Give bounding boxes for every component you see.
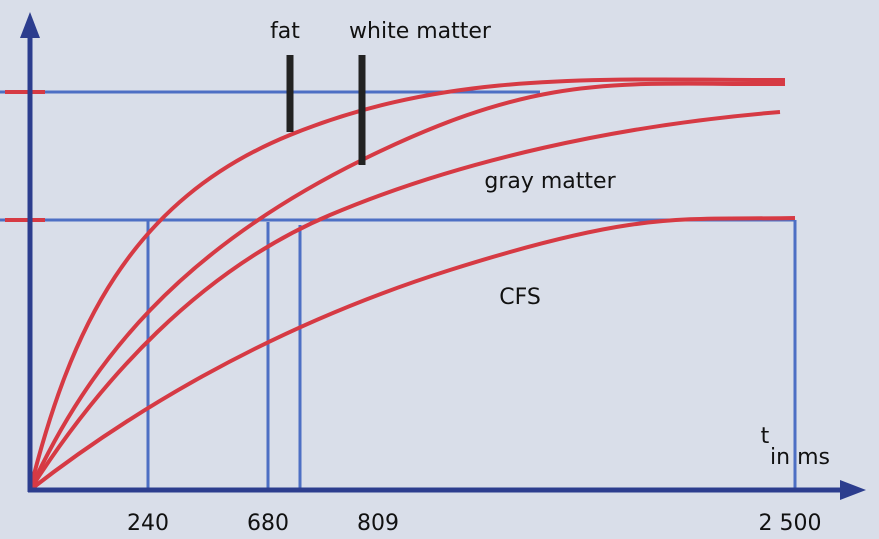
axis-unit: in ms <box>770 445 830 470</box>
fat-curve <box>28 77 786 491</box>
label: CFS <box>499 285 541 310</box>
white-matter-curve <box>28 81 786 491</box>
tick-label: 680 <box>247 511 289 536</box>
axis-unit-symbol: t <box>761 424 770 449</box>
csf-curve <box>28 216 796 492</box>
y-arrow <box>20 12 40 38</box>
tick-label: 2 500 <box>759 511 822 536</box>
x-arrow <box>840 480 866 500</box>
label: fat <box>270 19 300 44</box>
tick-label: 809 <box>357 511 399 536</box>
gray-matter-curve <box>28 110 781 492</box>
label: gray matter <box>484 169 616 194</box>
tick-label: 240 <box>127 511 169 536</box>
label: white matter <box>349 19 492 44</box>
